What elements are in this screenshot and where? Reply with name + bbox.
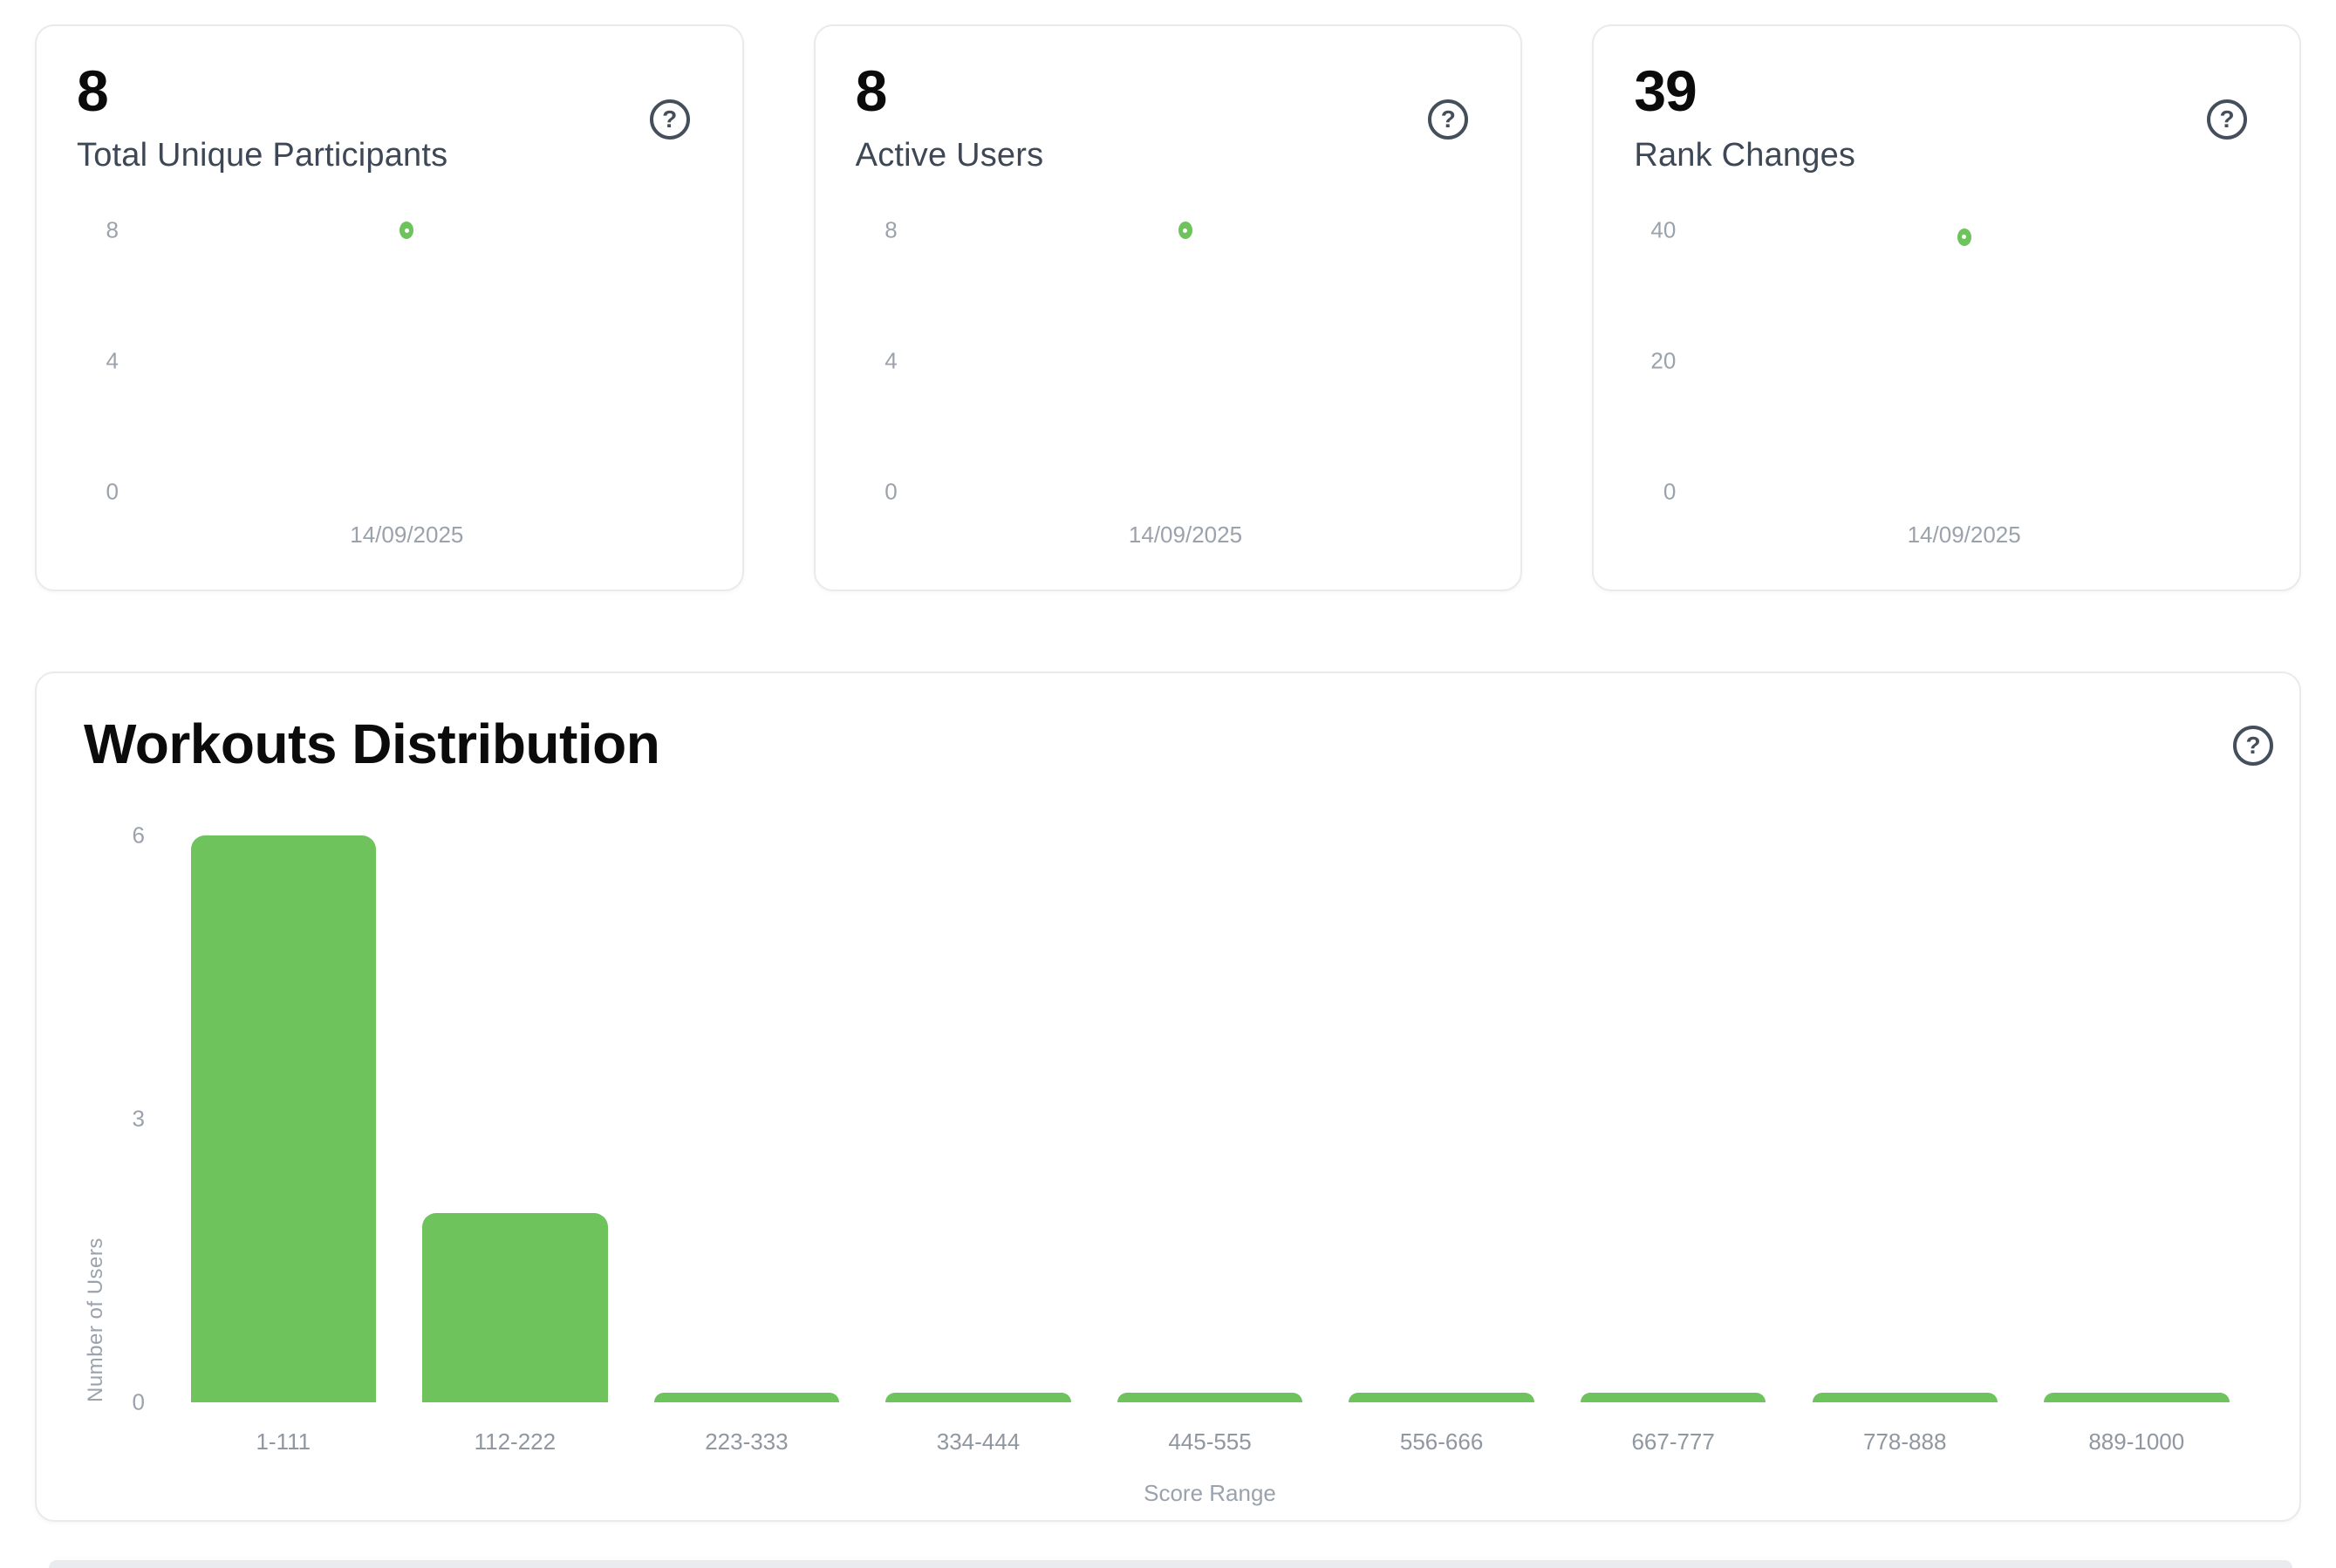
y-axis-tick: 8 — [106, 216, 119, 243]
data-point-center — [404, 228, 409, 233]
x-axis-tick: 556-666 — [1399, 1428, 1484, 1455]
x-axis-tick: 334-444 — [936, 1428, 1021, 1455]
bar-slot — [167, 835, 400, 1402]
workouts-distribution-card: Workouts Distribution ? Number of Users … — [35, 672, 2301, 1522]
bar-slot — [1094, 835, 1326, 1402]
bar[interactable] — [1117, 1393, 1303, 1402]
stat-value: 8 — [77, 58, 109, 123]
help-icon[interactable]: ? — [2233, 726, 2273, 766]
mini-chart-plot: 14/09/2025 — [1683, 228, 2245, 548]
data-point[interactable] — [400, 222, 414, 240]
x-axis-tick: 667-777 — [1631, 1428, 1715, 1455]
question-mark-glyph: ? — [1440, 106, 1456, 133]
x-axis-tick: 14/09/2025 — [350, 522, 464, 549]
bar-slot — [1326, 835, 1558, 1402]
x-axis-title: Score Range — [1144, 1480, 1276, 1506]
help-icon[interactable]: ? — [1428, 99, 1469, 140]
help-icon[interactable]: ? — [649, 99, 690, 140]
y-axis-tick: 0 — [132, 1388, 145, 1415]
stat-card-total-unique-participants: 8 Total Unique Participants ? 8 4 0 14/09/2… — [35, 24, 744, 591]
y-axis-tick: 20 — [1650, 347, 1677, 374]
help-icon[interactable]: ? — [2207, 99, 2247, 140]
y-axis-tick: 0 — [106, 478, 119, 505]
analytics-dashboard: 8 Total Unique Participants ? 8 4 0 14/09/2… — [0, 24, 2336, 1568]
mini-line-chart[interactable]: 40 20 0 14/09/2025 — [1634, 217, 2252, 579]
bar[interactable] — [653, 1393, 840, 1402]
y-axis-tick: 4 — [885, 347, 898, 374]
question-mark-glyph: ? — [2219, 106, 2235, 133]
stat-value: 8 — [855, 58, 888, 123]
x-axis-tick: 445-555 — [1168, 1428, 1252, 1455]
bar-slot — [1789, 835, 2021, 1402]
mini-chart-plot: 14/09/2025 — [905, 222, 1467, 548]
x-axis-tick: 889-1000 — [2088, 1428, 2185, 1455]
data-point[interactable] — [1957, 228, 1971, 246]
bar[interactable] — [1580, 1393, 1766, 1402]
mini-line-chart[interactable]: 8 4 0 14/09/2025 — [77, 217, 695, 579]
data-point-center — [1183, 228, 1188, 233]
stat-label: Active Users — [855, 137, 1044, 174]
stat-card-active-users: 8 Active Users ? 8 4 0 14/09/2025 — [813, 24, 1523, 591]
next-section-top-edge — [49, 1560, 2292, 1568]
y-axis-tick: 3 — [132, 1105, 145, 1132]
stat-value: 39 — [1634, 58, 1697, 123]
bar[interactable] — [1349, 1393, 1534, 1402]
bar[interactable] — [1812, 1393, 1998, 1402]
stat-label: Rank Changes — [1634, 137, 1856, 174]
mini-chart-plot: 14/09/2025 — [126, 222, 688, 548]
bar[interactable] — [885, 1393, 1071, 1402]
x-axis-tick: 14/09/2025 — [1128, 522, 1243, 549]
data-point-center — [1962, 235, 1967, 240]
bar-slot — [1557, 835, 1789, 1402]
mini-line-chart[interactable]: 8 4 0 14/09/2025 — [856, 217, 1474, 579]
workouts-distribution-title: Workouts Distribution — [84, 712, 660, 775]
bar[interactable] — [422, 1213, 608, 1402]
stat-cards-row: 8 Total Unique Participants ? 8 4 0 14/09/2… — [35, 24, 2301, 591]
stat-label: Total Unique Participants — [77, 137, 448, 174]
bar[interactable] — [2044, 1393, 2230, 1402]
stat-card-rank-changes: 39 Rank Changes ? 40 20 0 14/09/2025 — [1592, 24, 2301, 591]
y-axis-tick: 6 — [132, 821, 145, 849]
y-axis-tick: 0 — [885, 478, 898, 505]
question-mark-glyph: ? — [662, 106, 678, 133]
x-axis-tick: 112-222 — [474, 1428, 557, 1455]
x-axis-tick: 223-333 — [705, 1428, 789, 1455]
bars-container — [167, 835, 2252, 1402]
bar-slot — [400, 835, 632, 1402]
y-axis-tick: 8 — [885, 216, 898, 243]
bar-plot: 6 3 0 — [133, 822, 2252, 1415]
x-axis-tick: 14/09/2025 — [1907, 522, 2021, 549]
x-axis-ticks: 1-111 112-222 223-333 334-444 445-555 556-666… — [167, 1428, 2252, 1456]
question-mark-glyph: ? — [2245, 732, 2261, 759]
y-axis-tick: 4 — [106, 347, 119, 374]
bar[interactable] — [190, 835, 376, 1402]
y-axis-tick: 40 — [1650, 216, 1677, 243]
bar-slot — [2021, 835, 2253, 1402]
bar-slot — [631, 835, 863, 1402]
x-axis-tick: 778-888 — [1863, 1428, 1947, 1455]
data-point[interactable] — [1178, 222, 1192, 240]
bar-slot — [863, 835, 1095, 1402]
x-axis-tick: 1-111 — [256, 1428, 311, 1455]
y-axis-tick: 0 — [1663, 478, 1677, 505]
